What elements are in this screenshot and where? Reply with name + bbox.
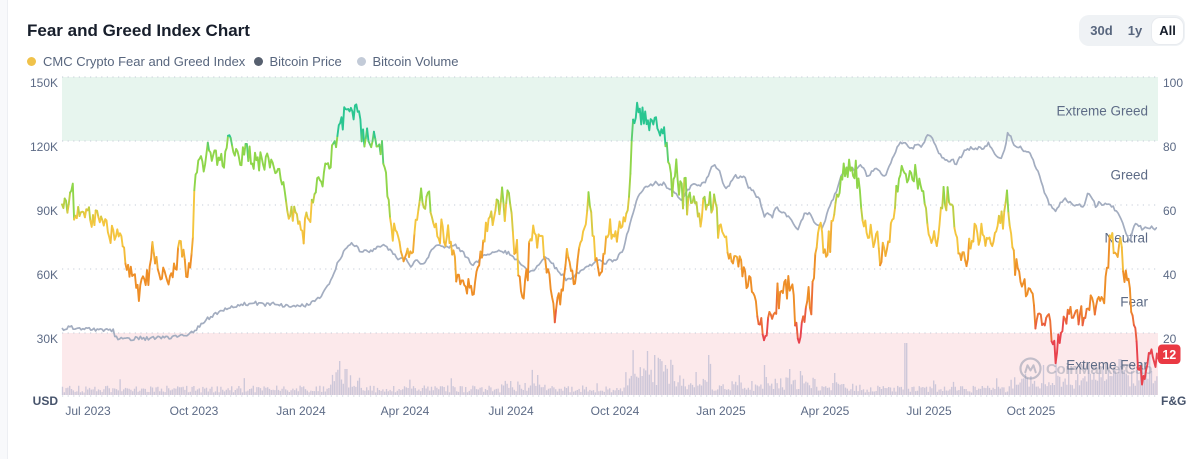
svg-text:30K: 30K (37, 332, 58, 346)
svg-text:80: 80 (1163, 140, 1177, 154)
svg-text:Extreme Fear: Extreme Fear (1066, 358, 1148, 373)
svg-text:Extreme Greed: Extreme Greed (1056, 104, 1148, 119)
svg-text:Apr 2025: Apr 2025 (801, 404, 850, 418)
svg-text:100: 100 (1163, 76, 1183, 90)
svg-text:60: 60 (1163, 204, 1177, 218)
svg-text:90K: 90K (37, 204, 58, 218)
svg-text:120K: 120K (30, 140, 58, 154)
svg-text:Greed: Greed (1110, 168, 1148, 183)
svg-text:Jan 2024: Jan 2024 (276, 404, 326, 418)
svg-text:40: 40 (1163, 268, 1177, 282)
svg-text:Fear: Fear (1120, 295, 1148, 310)
svg-text:Oct 2025: Oct 2025 (1007, 404, 1056, 418)
svg-text:CoinMarketCap: CoinMarketCap (1046, 361, 1152, 378)
svg-text:12: 12 (1162, 348, 1176, 362)
svg-text:Oct 2024: Oct 2024 (591, 404, 640, 418)
svg-text:150K: 150K (30, 76, 58, 90)
svg-text:Neutral: Neutral (1104, 231, 1148, 246)
svg-text:Jan 2025: Jan 2025 (696, 404, 746, 418)
svg-text:Apr 2024: Apr 2024 (381, 404, 430, 418)
svg-text:Jul 2025: Jul 2025 (906, 404, 952, 418)
svg-text:Jul 2023: Jul 2023 (65, 404, 111, 418)
svg-text:60K: 60K (37, 268, 58, 282)
svg-text:USD: USD (33, 394, 59, 408)
svg-text:Oct 2023: Oct 2023 (170, 404, 219, 418)
svg-text:Jul 2024: Jul 2024 (488, 404, 534, 418)
svg-text:20: 20 (1163, 332, 1177, 346)
svg-text:F&G: F&G (1161, 394, 1186, 408)
